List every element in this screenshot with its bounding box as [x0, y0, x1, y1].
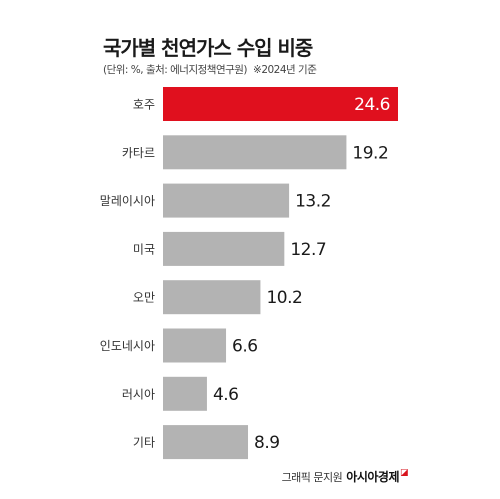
bar — [163, 376, 207, 411]
footer-credit: 그래픽 문지원 아시아경제◪ — [281, 468, 409, 485]
bar — [163, 280, 261, 315]
category-label: 인도네시아 — [100, 339, 155, 353]
category-label: 호주 — [133, 98, 155, 112]
bar — [163, 328, 227, 363]
category-label: 미국 — [133, 242, 155, 256]
value-label: 6.6 — [232, 337, 258, 357]
category-label: 기타 — [133, 436, 155, 450]
bar — [163, 87, 398, 121]
value-label: 10.2 — [266, 288, 302, 308]
unit-source-label: (단위: %, 출처: 에너지정책연구원) — [103, 64, 248, 76]
category-label: 오만 — [133, 291, 155, 305]
publisher-logo-mark: ◪ — [399, 468, 409, 478]
chart-subtitle: (단위: %, 출처: 에너지정책연구원) ※2024년 기준 — [103, 62, 317, 77]
chart-title: 국가별 천연가스 수입 비중 — [103, 36, 313, 60]
graphic-credit: 그래픽 문지원 — [281, 471, 343, 484]
category-label: 러시아 — [122, 387, 155, 401]
category-label: 카타르 — [122, 146, 155, 160]
value-label: 4.6 — [213, 385, 239, 405]
publisher-logo: 아시아경제 — [346, 470, 399, 484]
bar — [163, 183, 290, 218]
value-label: 24.6 — [354, 95, 390, 115]
bar — [163, 135, 347, 170]
category-label: 말레이시아 — [100, 194, 155, 208]
bar — [163, 425, 249, 460]
value-label: 12.7 — [290, 240, 326, 260]
value-label: 13.2 — [295, 192, 331, 212]
value-label: 19.2 — [352, 143, 388, 163]
value-label: 8.9 — [254, 433, 280, 453]
base-year-note: ※2024년 기준 — [253, 64, 317, 76]
bar — [163, 231, 285, 266]
